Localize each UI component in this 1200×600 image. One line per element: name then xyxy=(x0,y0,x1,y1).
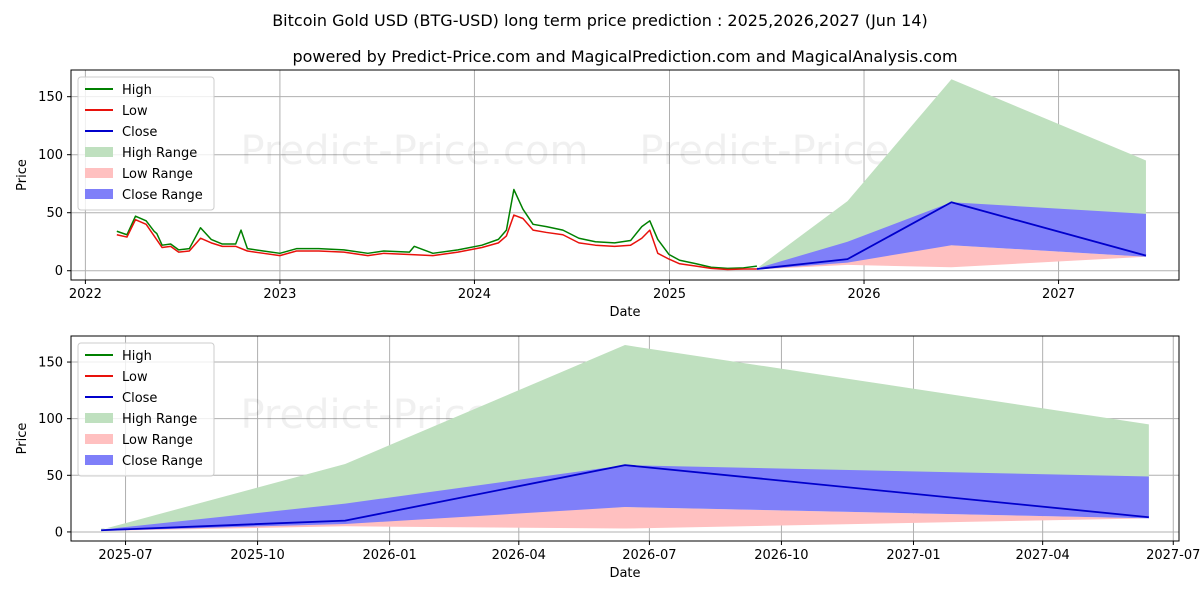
y-tick-label: 100 xyxy=(38,148,63,163)
chart-subtitle: powered by Predict-Price.com and Magical… xyxy=(292,47,957,66)
legend-entry: Low Range xyxy=(122,433,193,448)
legend-entry: Low xyxy=(122,104,148,119)
x-tick-label: 2026-07 xyxy=(622,548,676,563)
x-tick-label: 2023 xyxy=(263,287,296,302)
legend-entry: Close Range xyxy=(122,188,203,203)
legend-entry: Close Range xyxy=(122,454,203,469)
x-tick-label: 2025-07 xyxy=(98,548,152,563)
low-range-band xyxy=(101,507,1149,531)
y-tick-label: 150 xyxy=(38,90,63,105)
x-tick-label: 2025 xyxy=(653,287,686,302)
x-tick-label: 2027 xyxy=(1042,287,1075,302)
close-range-band xyxy=(101,465,1149,531)
legend: High Low Close High Range Low Range Close Ran… xyxy=(77,76,215,211)
close-series-line xyxy=(101,464,1149,532)
chart-title: Bitcoin Gold USD (BTG-USD) long term pri… xyxy=(272,11,928,30)
legend-swatch xyxy=(85,147,113,157)
y-tick-label: 100 xyxy=(38,412,63,427)
x-tick-label: 2026-04 xyxy=(492,548,546,563)
x-axis-label: Date xyxy=(609,566,640,581)
x-tick-label: 2026 xyxy=(847,287,880,302)
low-range-band xyxy=(756,245,1146,270)
legend-entry: Low xyxy=(122,370,148,385)
y-tick-label: 150 xyxy=(38,356,63,371)
legend-entry: Close xyxy=(122,125,157,140)
x-tick-label: 2025-10 xyxy=(230,548,284,563)
y-axis-label: Price xyxy=(15,159,30,191)
legend-entry: High Range xyxy=(122,146,197,161)
y-tick-label: 0 xyxy=(55,525,63,540)
plot-area xyxy=(116,79,1147,271)
x-tick-label: 2024 xyxy=(458,287,491,302)
legend-entry: Close xyxy=(122,391,157,406)
legend-swatch xyxy=(85,413,113,423)
plot-frame xyxy=(70,69,1180,281)
legend-entry: Low Range xyxy=(122,167,193,182)
x-axis-label: Date xyxy=(609,305,640,320)
x-tick-label: 2027-01 xyxy=(886,548,940,563)
legend-swatch xyxy=(85,168,113,178)
y-tick-label: 50 xyxy=(46,469,63,484)
plot-frame xyxy=(70,335,1180,542)
panel-1: 2022 2023 2024 2025 2026 2027 0 50 100 150 Predict… xyxy=(15,69,1180,320)
x-tick-label: 2026-10 xyxy=(754,548,808,563)
legend-swatch xyxy=(85,455,113,465)
watermark: Predict-Price.com xyxy=(241,128,589,174)
x-tick-label: 2027-07 xyxy=(1146,548,1200,563)
x-tick-label: 2027-04 xyxy=(1015,548,1069,563)
close-range-band xyxy=(756,202,1146,270)
legend: High Low Close High Range Low Range Close Ran… xyxy=(77,342,215,477)
x-tick-label: 2026-01 xyxy=(362,548,416,563)
legend-swatch xyxy=(85,189,113,199)
panel-2: 2025-07 2025-10 2026-01 2026-04 2026-07 2026-… xyxy=(15,335,1200,581)
low-series-line xyxy=(116,214,757,271)
high-series-line xyxy=(116,188,758,270)
close-series-line xyxy=(756,201,1147,270)
legend-swatch xyxy=(85,434,113,444)
plot-area xyxy=(101,345,1149,532)
y-axis-label: Price xyxy=(15,423,30,455)
legend-entry: High xyxy=(122,83,152,98)
y-tick-label: 0 xyxy=(55,264,63,279)
x-tick-label: 2022 xyxy=(69,287,102,302)
legend-entry: High xyxy=(122,349,152,364)
y-tick-label: 50 xyxy=(46,206,63,221)
legend-entry: High Range xyxy=(122,412,197,427)
